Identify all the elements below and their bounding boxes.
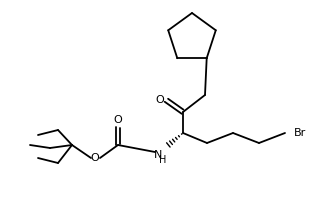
Text: N: N: [154, 150, 162, 160]
Text: Br: Br: [294, 128, 306, 138]
Text: O: O: [91, 153, 99, 163]
Text: O: O: [113, 115, 122, 125]
Text: H: H: [159, 155, 167, 165]
Text: O: O: [155, 95, 164, 105]
